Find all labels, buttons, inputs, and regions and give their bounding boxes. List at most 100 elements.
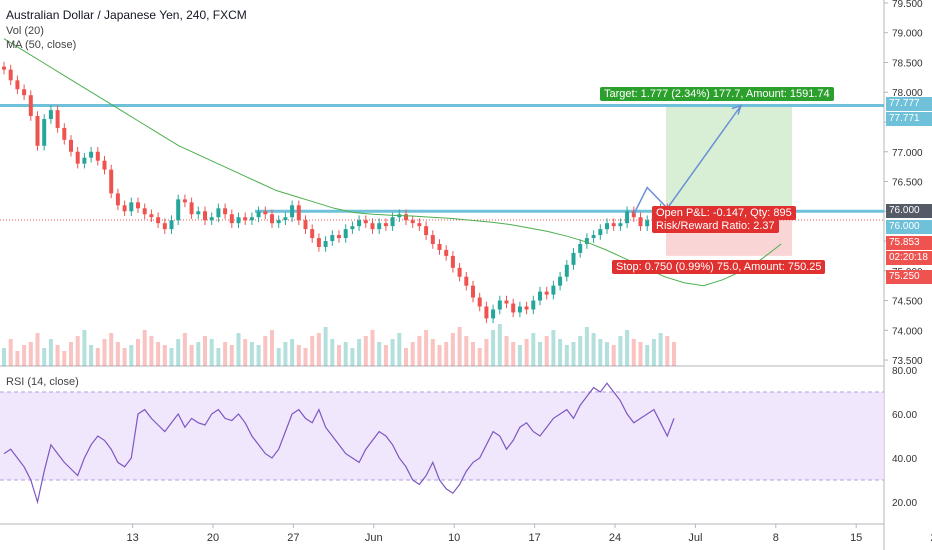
volume-bar xyxy=(196,342,201,366)
candle-body xyxy=(122,205,127,212)
volume-bar xyxy=(618,336,623,366)
price-tick-label: 78.000 xyxy=(892,88,923,99)
price-axis-tag: 75.853 xyxy=(886,236,932,250)
time-tick-label: 22 xyxy=(930,532,932,544)
candle-body xyxy=(236,217,241,224)
candle-body xyxy=(464,276,469,286)
candle-body xyxy=(35,116,40,146)
candle-body xyxy=(571,252,576,265)
volume-bar xyxy=(484,339,489,366)
candle-body xyxy=(538,291,542,301)
volume-bar xyxy=(363,336,368,366)
volume-bar xyxy=(584,327,589,366)
volume-bar xyxy=(410,342,415,366)
price-axis-tag: 76.000 xyxy=(886,204,932,218)
candle-body xyxy=(182,199,187,203)
volume-bar xyxy=(42,348,47,366)
volume-bar xyxy=(404,348,408,366)
volume-bar xyxy=(377,342,382,366)
volume-bar xyxy=(571,342,576,366)
volume-bar xyxy=(504,336,509,366)
target-label[interactable]: Target: 1.777 (2.34%) 177.7, Amount: 159… xyxy=(600,87,834,101)
volume-bar xyxy=(310,336,315,366)
volume-bar xyxy=(216,348,221,366)
volume-bar xyxy=(497,324,502,366)
volume-bar xyxy=(524,339,529,366)
volume-bar xyxy=(457,327,462,366)
rsi-tick-label: 60.00 xyxy=(892,410,917,421)
candle-body xyxy=(611,223,616,227)
candle-body xyxy=(22,89,27,96)
candle-body xyxy=(216,208,221,218)
candle-body xyxy=(337,235,341,239)
candle-body xyxy=(15,80,20,90)
price-tick-label: 74.500 xyxy=(892,297,923,308)
risk-reward-label: Risk/Reward Ratio: 2.37 xyxy=(652,219,779,233)
volume-bar xyxy=(136,339,140,366)
volume-bar xyxy=(424,330,429,366)
volume-bar xyxy=(417,336,422,366)
candle-body xyxy=(69,139,73,152)
volume-bar xyxy=(531,333,536,366)
volume-bar xyxy=(229,345,234,366)
candle-body xyxy=(410,220,415,224)
ma-legend: MA (50, close) xyxy=(6,39,77,51)
volume-bar xyxy=(437,345,442,366)
price-axis-tag: 77.771 xyxy=(886,112,932,126)
volume-bar xyxy=(357,339,362,366)
candle-body xyxy=(156,217,161,224)
rsi-line xyxy=(3,382,675,505)
stop-label[interactable]: Stop: 0.750 (0.99%) 75.0, Amount: 750.25 xyxy=(612,260,826,274)
vol-legend: Vol (20) xyxy=(6,25,44,37)
volume-bar xyxy=(464,336,469,366)
projection-arrowhead xyxy=(731,104,743,115)
volume-bar xyxy=(209,339,214,366)
candle-body xyxy=(95,151,100,161)
volume-bar xyxy=(544,336,549,366)
candle-body xyxy=(497,300,502,310)
volume-bar xyxy=(203,336,207,366)
price-axis-tag: 75.250 xyxy=(886,270,932,284)
volume-bar xyxy=(15,351,20,366)
candle-body xyxy=(430,235,435,244)
candle-body xyxy=(631,211,636,218)
candle-body xyxy=(223,208,228,215)
volume-bar xyxy=(370,330,375,366)
candle-body xyxy=(303,220,308,230)
volume-bar xyxy=(658,333,663,366)
candle-body xyxy=(256,211,261,218)
price-tick-label: 74.000 xyxy=(892,326,923,337)
volume-bar xyxy=(28,342,33,366)
volume-bar xyxy=(316,333,321,366)
candle-body xyxy=(404,214,408,221)
volume-bar xyxy=(350,348,355,366)
volume-bar xyxy=(651,339,656,366)
volume-bar xyxy=(129,345,134,366)
volume-bar xyxy=(249,342,254,366)
candle-body xyxy=(142,208,147,215)
time-tick-label: Jun xyxy=(365,532,383,544)
candle-body xyxy=(638,217,643,227)
volume-bar xyxy=(149,336,154,366)
price-tick-label: 77.000 xyxy=(892,148,923,159)
candle-body xyxy=(551,285,556,295)
candle-body xyxy=(62,127,67,140)
volume-bar xyxy=(390,339,395,366)
volume-bar xyxy=(551,330,556,366)
candle-body xyxy=(584,238,589,244)
candle-body xyxy=(330,235,335,242)
candle-body xyxy=(229,214,234,224)
projection-path xyxy=(633,105,742,215)
volume-bar xyxy=(517,345,522,366)
candle-body xyxy=(115,193,120,206)
open-pnl-label: Open P&L: -0.147, Qty: 895 xyxy=(652,206,796,220)
candle-body xyxy=(437,244,442,250)
volume-bar xyxy=(591,333,596,366)
candle-body xyxy=(82,157,87,164)
volume-bar xyxy=(578,336,583,366)
volume-bar xyxy=(115,342,120,366)
candle-body xyxy=(424,226,429,236)
volume-bar xyxy=(95,348,100,366)
volume-bar xyxy=(337,345,341,366)
volume-bar xyxy=(75,336,80,366)
